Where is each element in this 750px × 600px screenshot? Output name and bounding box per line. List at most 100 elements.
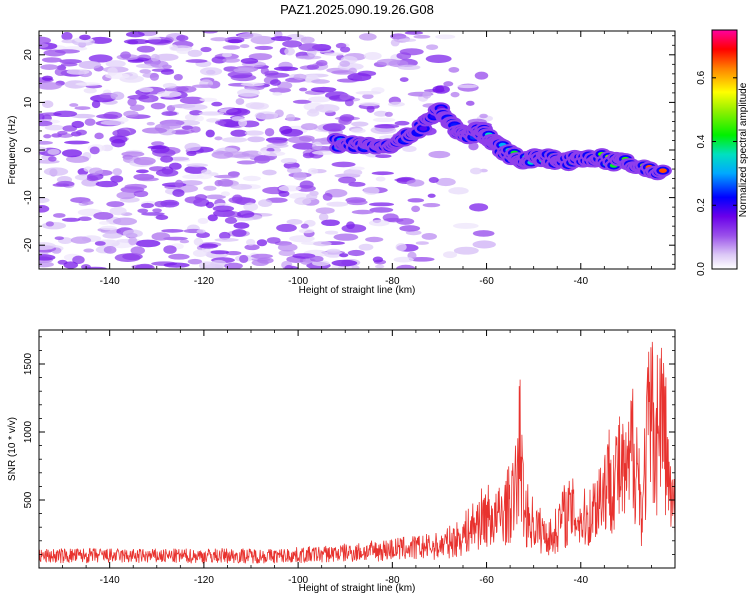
noise-blob	[190, 126, 201, 133]
noise-blob	[326, 201, 349, 207]
noise-blob	[395, 243, 407, 252]
noise-blob	[357, 70, 377, 77]
noise-blob	[147, 145, 167, 150]
noise-blob	[237, 210, 255, 218]
noise-blob	[373, 110, 389, 117]
noise-blob	[257, 257, 274, 264]
noise-blob	[248, 53, 273, 61]
noise-blob	[105, 60, 126, 68]
noise-blob	[61, 149, 83, 158]
noise-blob	[318, 213, 329, 221]
noise-blob	[64, 140, 90, 145]
noise-blob	[254, 45, 274, 51]
snr-x-ticks: -140 -120 -100 -80 -60 -40	[38, 330, 652, 586]
noise-blob	[294, 197, 312, 206]
noise-blob	[312, 150, 337, 155]
noise-blob	[470, 167, 483, 175]
noise-blob	[186, 163, 209, 168]
noise-blob	[116, 191, 136, 200]
noise-blob	[247, 136, 265, 143]
noise-blob	[306, 74, 319, 80]
noise-blob	[224, 217, 238, 224]
noise-blob	[368, 202, 395, 207]
noise-blob	[316, 60, 328, 67]
noise-blob	[245, 238, 256, 246]
noise-blob	[74, 106, 91, 110]
noise-blob	[284, 264, 294, 269]
snr-frame	[38, 329, 676, 569]
noise-blob	[127, 98, 137, 107]
noise-blob	[88, 54, 113, 63]
noise-blob	[277, 81, 293, 90]
colorbar-tick-label: 0.6	[696, 70, 707, 84]
colorbar-tick-label: 0.4	[696, 134, 707, 148]
noise-blob	[93, 212, 114, 220]
noise-blob	[109, 206, 127, 216]
noise-blob	[442, 251, 458, 259]
noise-blob	[79, 34, 91, 41]
noise-blob	[398, 38, 417, 43]
noise-blob	[54, 49, 80, 54]
noise-blob	[179, 96, 206, 105]
noise-blob	[282, 40, 303, 48]
noise-blob	[349, 166, 365, 171]
noise-blob	[205, 201, 215, 209]
noise-blob	[70, 113, 96, 119]
noise-blob	[298, 87, 308, 92]
colorbar: 0.0 0.2 0.4 0.6 Normalized spectral amplitu…	[696, 29, 749, 276]
noise-blob	[262, 151, 286, 157]
noise-blob	[91, 100, 101, 109]
noise-blob	[428, 150, 451, 159]
noise-blob	[366, 105, 375, 113]
noise-blob	[236, 160, 257, 165]
noise-blob	[339, 93, 351, 101]
noise-blob	[84, 118, 96, 126]
noise-blob	[293, 73, 307, 80]
noise-blob	[443, 81, 454, 87]
noise-blob	[140, 212, 165, 216]
noise-blob	[196, 229, 206, 234]
noise-blob	[111, 138, 126, 148]
noise-blob	[300, 223, 309, 229]
noise-blob	[205, 129, 215, 138]
noise-blob	[301, 123, 318, 131]
noise-blob	[324, 250, 343, 258]
x-tick-label: -40	[574, 575, 589, 586]
noise-blob	[350, 128, 366, 134]
noise-blob	[339, 114, 355, 122]
noise-blob	[192, 249, 208, 257]
snr-series-line	[39, 341, 675, 564]
noise-blob	[237, 32, 263, 39]
noise-blob	[427, 193, 436, 198]
noise-blob	[307, 167, 319, 175]
noise-blob	[150, 102, 166, 110]
noise-blob	[112, 168, 123, 176]
noise-blob	[241, 150, 262, 157]
noise-blob	[149, 72, 159, 81]
noise-blob	[63, 261, 79, 269]
noise-blob	[214, 238, 239, 242]
noise-blob	[300, 36, 315, 44]
noise-blob	[222, 137, 248, 143]
noise-blob	[150, 60, 169, 69]
noise-blob	[372, 117, 396, 123]
noise-blob	[231, 194, 243, 204]
noise-blob	[425, 54, 452, 63]
noise-blob	[59, 59, 82, 64]
noise-blob	[129, 104, 145, 111]
noise-blob	[239, 255, 249, 264]
noise-blob	[39, 42, 49, 49]
noise-blob	[390, 38, 400, 47]
noise-blob	[222, 45, 241, 50]
noise-blob	[144, 39, 171, 44]
spectrogram-x-ticks: -140 -120 -100 -80 -60 -40	[38, 31, 652, 287]
noise-blob	[75, 82, 101, 86]
noise-blob	[130, 246, 145, 255]
noise-blob	[141, 127, 168, 134]
noise-blob	[39, 82, 62, 90]
noise-blob	[298, 228, 315, 234]
noise-blob	[346, 199, 368, 206]
noise-blob	[315, 207, 335, 214]
noise-blob	[422, 91, 432, 99]
